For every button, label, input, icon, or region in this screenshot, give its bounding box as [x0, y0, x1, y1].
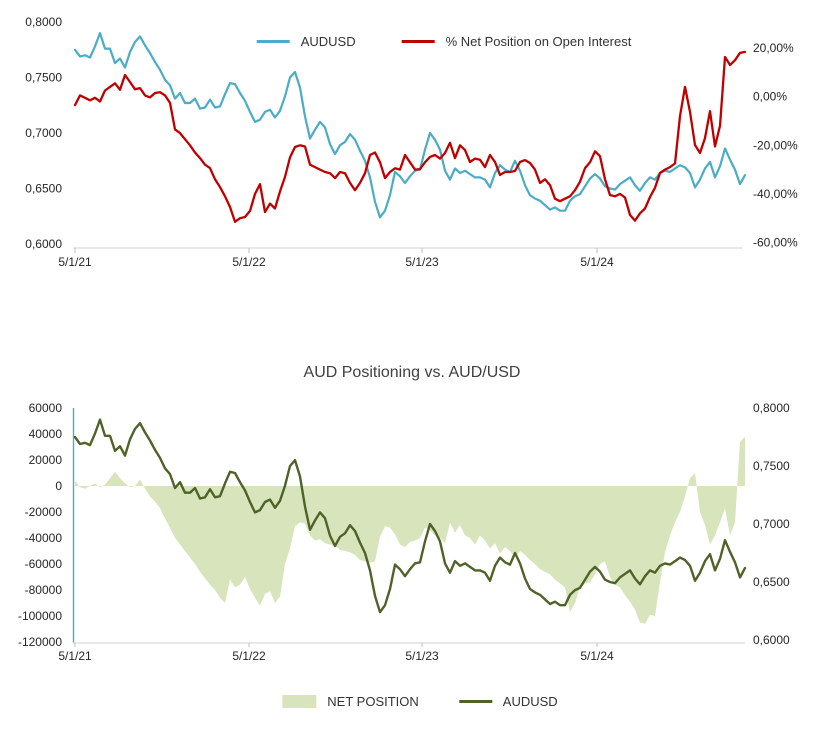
bottom-chart-title: AUD Positioning vs. AUD/USD: [303, 364, 521, 381]
top-right-axis-label: 20,00%: [753, 41, 794, 55]
top-x-tick-label: 5/1/24: [580, 255, 614, 269]
top-left-axis-label: 0,7500: [25, 71, 62, 85]
bottom-left-axis-label: -80000: [25, 583, 63, 597]
legend-item-audusd: AUDUSD: [256, 34, 356, 49]
top-right-axis-label: -60,00%: [753, 236, 798, 250]
top-right-axis-label: -40,00%: [753, 187, 798, 201]
net-position-pct-legend-label: % Net Position on Open Interest: [445, 34, 632, 49]
audusd-vs-net-position-chart: 5/1/21 5/1/22 5/1/23 5/1/24 0,8000 0,7500 0,70…: [25, 15, 798, 269]
audusd-bottom-legend-label: AUDUSD: [502, 694, 558, 709]
bottom-left-axis-label: 40000: [29, 427, 63, 441]
bottom-left-axis-label: 60000: [29, 401, 63, 415]
audusd-line: [73, 32, 747, 219]
net-position-area-swatch: [282, 695, 317, 708]
top-left-axis-label: 0,6000: [25, 237, 62, 251]
aud-positioning-vs-audusd-chart: 5/1/21 5/1/22 5/1/23 5/1/24 60000 40000 20000 0…: [18, 401, 790, 663]
audusd-olive-line-swatch: [458, 700, 492, 703]
bottom-left-axis-label: -120000: [18, 635, 62, 649]
audusd-line-swatch: [256, 40, 290, 43]
top-x-tick-label: 5/1/21: [58, 255, 92, 269]
audusd-olive-line: [73, 418, 747, 614]
audusd-legend-label: AUDUSD: [300, 34, 356, 49]
bottom-left-axis-label: -20000: [25, 505, 63, 519]
net-position-area: [75, 436, 745, 624]
top-left-axis-label: 0,7000: [25, 126, 62, 140]
top-left-axis-label: 0,8000: [25, 15, 62, 29]
bottom-x-tick-label: 5/1/22: [232, 649, 266, 663]
net-position-pct-line-swatch: [401, 40, 435, 43]
net-position-legend-label: NET POSITION: [327, 694, 419, 709]
top-x-tick-label: 5/1/22: [232, 255, 266, 269]
bottom-right-axis-label: 0,6500: [753, 575, 790, 589]
legend-item-net-position-pct: % Net Position on Open Interest: [401, 34, 632, 49]
bottom-chart-legend: NET POSITION AUDUSD: [282, 694, 558, 709]
bottom-right-axis-label: 0,8000: [753, 401, 790, 415]
bottom-left-axis-label: -100000: [18, 609, 62, 623]
top-left-axis-label: 0,6500: [25, 182, 62, 196]
legend-item-net-position: NET POSITION: [282, 694, 419, 709]
bottom-left-axis-label: 0: [55, 479, 62, 493]
top-right-axis-label: -20,00%: [753, 138, 798, 152]
bottom-left-axis-label: -60000: [25, 557, 63, 571]
top-chart-legend: AUDUSD % Net Position on Open Interest: [256, 34, 632, 49]
bottom-right-axis-label: 0,6000: [753, 633, 790, 647]
bottom-x-tick-label: 5/1/21: [58, 649, 92, 663]
top-x-tick-label: 5/1/23: [405, 255, 439, 269]
net-position-pct-line: [73, 50, 747, 223]
bottom-left-axis-label: 20000: [29, 453, 63, 467]
bottom-left-axis-label: -40000: [25, 531, 63, 545]
bottom-x-tick-label: 5/1/24: [580, 649, 614, 663]
bottom-right-axis-label: 0,7500: [753, 459, 790, 473]
bottom-x-tick-label: 5/1/23: [405, 649, 439, 663]
bottom-right-axis-label: 0,7000: [753, 517, 790, 531]
legend-item-audusd-bottom: AUDUSD: [458, 694, 558, 709]
top-right-axis-label: 0,00%: [753, 90, 787, 104]
